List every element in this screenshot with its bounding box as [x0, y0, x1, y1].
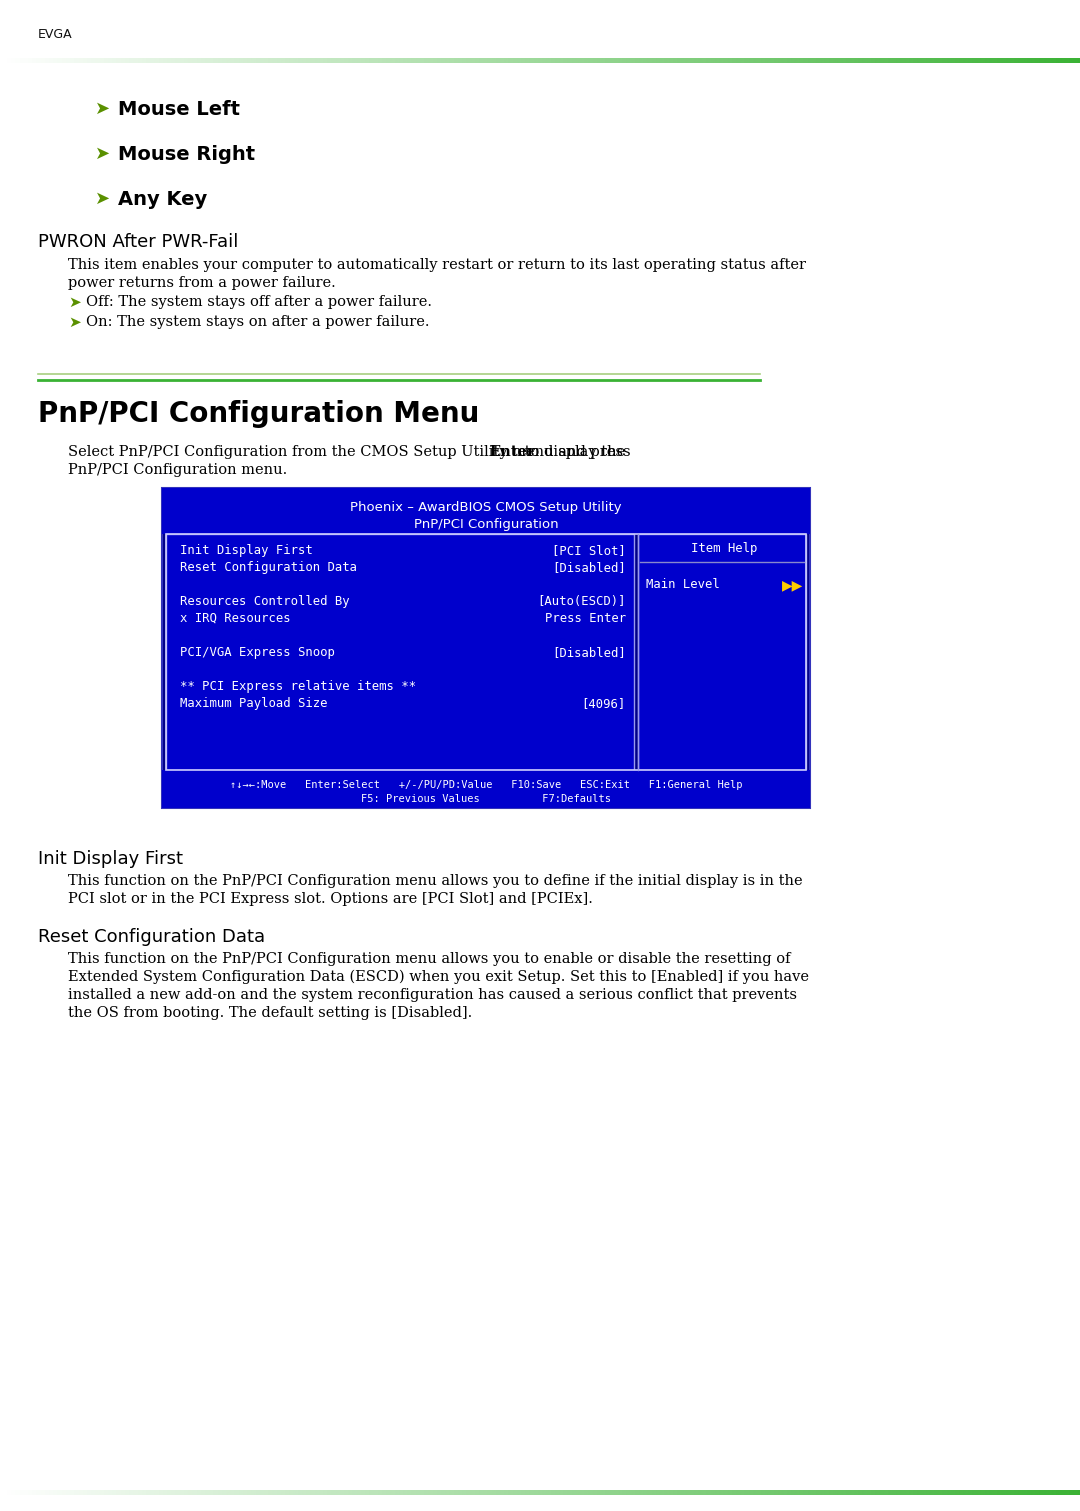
Text: ➤: ➤ [95, 190, 110, 209]
Text: Item Help: Item Help [691, 542, 757, 555]
Text: [4096]: [4096] [582, 697, 626, 710]
Text: Select PnP/PCI Configuration from the CMOS Setup Utility menu and press: Select PnP/PCI Configuration from the CM… [68, 446, 635, 459]
Text: Enter: Enter [489, 446, 535, 459]
Text: This item enables your computer to automatically restart or return to its last o: This item enables your computer to autom… [68, 258, 806, 272]
Text: to display the: to display the [519, 446, 625, 459]
Text: Extended System Configuration Data (ESCD) when you exit Setup. Set this to [Enab: Extended System Configuration Data (ESCD… [68, 970, 809, 984]
Text: [Disabled]: [Disabled] [552, 561, 626, 574]
Text: PCI/VGA Express Snoop: PCI/VGA Express Snoop [180, 647, 335, 659]
Text: [PCI Slot]: [PCI Slot] [552, 544, 626, 558]
Text: the OS from booting. The default setting is [Disabled].: the OS from booting. The default setting… [68, 1006, 472, 1020]
Text: Maximum Payload Size: Maximum Payload Size [180, 697, 327, 710]
Text: Mouse Right: Mouse Right [118, 145, 255, 165]
Text: F5: Previous Values          F7:Defaults: F5: Previous Values F7:Defaults [361, 793, 611, 804]
Text: Mouse Left: Mouse Left [118, 100, 240, 119]
Text: ↑↓→←:Move   Enter:Select   +/-/PU/PD:Value   F10:Save   ESC:Exit   F1:General He: ↑↓→←:Move Enter:Select +/-/PU/PD:Value F… [230, 780, 742, 790]
Text: ▶▶: ▶▶ [782, 579, 804, 592]
Text: PnP/PCI Configuration menu.: PnP/PCI Configuration menu. [68, 462, 287, 477]
Text: Init Display First: Init Display First [38, 851, 183, 867]
Text: On: The system stays on after a power failure.: On: The system stays on after a power fa… [86, 314, 430, 329]
Text: ** PCI Express relative items **: ** PCI Express relative items ** [180, 680, 416, 694]
Text: Reset Configuration Data: Reset Configuration Data [180, 561, 357, 574]
Text: PnP/PCI Configuration: PnP/PCI Configuration [414, 518, 558, 530]
Text: Phoenix – AwardBIOS CMOS Setup Utility: Phoenix – AwardBIOS CMOS Setup Utility [350, 502, 622, 514]
Bar [166, 533, 806, 771]
Text: This function on the PnP/PCI Configuration menu allows you to enable or disable : This function on the PnP/PCI Configurati… [68, 952, 791, 966]
Text: Reset Configuration Data: Reset Configuration Data [38, 928, 265, 946]
Text: ➤: ➤ [95, 100, 110, 118]
Text: ➤: ➤ [68, 295, 81, 310]
Text: Init Display First: Init Display First [180, 544, 313, 558]
Text: power returns from a power failure.: power returns from a power failure. [68, 277, 336, 290]
Bar [162, 488, 810, 808]
Text: Resources Controlled By: Resources Controlled By [180, 595, 350, 607]
Text: EVGA: EVGA [38, 29, 72, 41]
Text: Off: The system stays off after a power failure.: Off: The system stays off after a power … [86, 295, 432, 310]
Bar [162, 488, 810, 533]
Text: ➤: ➤ [95, 145, 110, 163]
Text: This function on the PnP/PCI Configuration menu allows you to define if the init: This function on the PnP/PCI Configurati… [68, 873, 802, 888]
Text: PWRON After PWR-Fail: PWRON After PWR-Fail [38, 233, 239, 251]
Text: [Disabled]: [Disabled] [552, 647, 626, 659]
Bar [638, 533, 806, 771]
Text: PCI slot or in the PCI Express slot. Options are [PCI Slot] and [PCIEx].: PCI slot or in the PCI Express slot. Opt… [68, 891, 593, 907]
Text: [Auto(ESCD)]: [Auto(ESCD)] [538, 595, 626, 607]
Text: x IRQ Resources: x IRQ Resources [180, 612, 291, 626]
Text: Press Enter: Press Enter [545, 612, 626, 626]
Bar [166, 533, 634, 771]
Text: PnP/PCI Configuration Menu: PnP/PCI Configuration Menu [38, 400, 480, 428]
Text: ➤: ➤ [68, 314, 81, 329]
Text: installed a new add-on and the system reconfiguration has caused a serious confl: installed a new add-on and the system re… [68, 988, 797, 1002]
Text: Main Level: Main Level [646, 579, 719, 591]
Text: Any Key: Any Key [118, 190, 207, 209]
Bar [162, 771, 810, 808]
